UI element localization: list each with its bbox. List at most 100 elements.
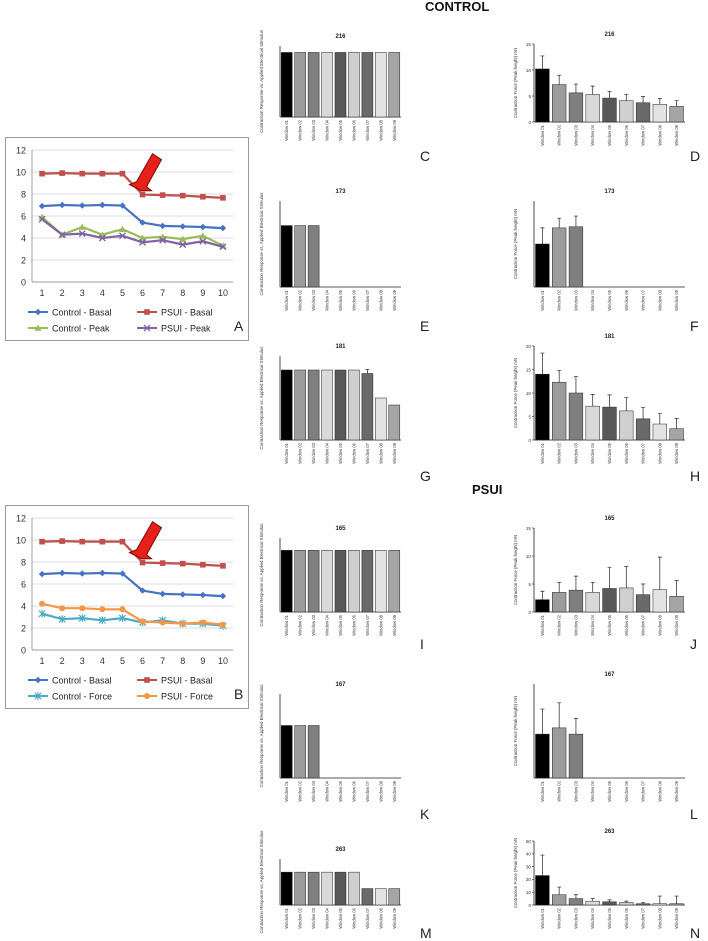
- x-tick-label: Window 02: [557, 780, 562, 801]
- data-point-3-2: [78, 230, 86, 238]
- x-tick-label: Window 06: [624, 442, 629, 463]
- bar-chart-e: 173 Contraction Response vs. Applied Elec…: [259, 189, 401, 311]
- bar-1: [294, 225, 306, 288]
- data-point-1-0: [39, 170, 45, 177]
- bar-2: [568, 226, 584, 288]
- panel-letter-i: I: [420, 636, 424, 652]
- bar-4: [602, 588, 617, 613]
- bar-2: [307, 550, 320, 613]
- bar-8: [669, 903, 684, 906]
- x-tick-label: Window 05: [607, 614, 612, 635]
- x-tick-label: Window 09: [674, 289, 679, 310]
- bar-5: [619, 587, 634, 613]
- data-point-1-2: [79, 170, 86, 177]
- legend-item-0: Control - Basal: [28, 676, 112, 686]
- legend-marker-1: [144, 309, 150, 315]
- legend-item-3: PSUI - Peak: [137, 324, 211, 334]
- x-tick-label: Window 03: [311, 442, 316, 463]
- chart-title: 216: [335, 34, 346, 40]
- bar-4: [602, 97, 617, 123]
- error-bar-8: [674, 418, 679, 429]
- x-tick-label: Window 08: [378, 119, 383, 140]
- x-tick-label: Window 02: [298, 289, 303, 310]
- panel-letter-b: B: [234, 686, 244, 702]
- line-chart-b-frame: [5, 505, 249, 709]
- x-tick-label: Window 06: [351, 442, 356, 463]
- bar-chart-k: 167 Contraction Response vs. Applied Elec…: [259, 682, 401, 802]
- bar-2: [568, 92, 584, 123]
- data-point-3-9: [219, 243, 227, 251]
- x-tick-label: Window 08: [657, 289, 662, 310]
- panel-letter-h: H: [690, 468, 701, 484]
- data-point-3-8: [199, 619, 206, 626]
- error-bar-3: [590, 394, 595, 407]
- error-bar-4: [607, 899, 612, 902]
- y-tick-label: 5: [528, 582, 531, 587]
- x-tick-label: Window 06: [624, 780, 629, 801]
- bar-4: [334, 369, 347, 441]
- panel-letter-l: L: [690, 806, 698, 822]
- y-tick-label: 5: [528, 94, 531, 99]
- error-bar-6: [641, 96, 646, 103]
- x-tick-label: Window 05: [607, 780, 612, 801]
- panel-letter-a: A: [234, 318, 244, 334]
- x-tick-label: Window 01: [540, 907, 545, 928]
- series-line-0: [41, 203, 224, 230]
- bar-0: [535, 243, 550, 288]
- bar-7: [375, 550, 387, 613]
- x-tick-label: Window 01: [284, 289, 289, 310]
- x-tick-label: Window 04: [590, 289, 595, 310]
- bar-2: [307, 52, 320, 118]
- x-tick-label: Window 02: [557, 124, 562, 145]
- bar-6: [635, 102, 651, 123]
- x-tick-label: Window 04: [325, 907, 330, 928]
- x-tick-label: Window 06: [624, 124, 629, 145]
- x-tick-label: Window 03: [573, 124, 578, 145]
- y-tick-label: 30: [526, 864, 532, 869]
- y-tick-label: 15: [526, 367, 532, 372]
- x-tick-label: Window 06: [624, 289, 629, 310]
- series-line-3: [41, 218, 224, 248]
- x-tick-label: Window 01: [540, 780, 545, 801]
- bar-1: [294, 871, 306, 906]
- bar-1: [294, 369, 306, 441]
- x-tick-label: 1: [40, 656, 45, 666]
- x-tick-label: 8: [180, 656, 185, 666]
- legend-marker-3: [143, 324, 151, 332]
- bar-0: [280, 871, 293, 906]
- x-tick-label: Window 08: [657, 124, 662, 145]
- bar-7: [652, 423, 667, 441]
- bar-2: [568, 392, 584, 441]
- x-tick-label: Window 08: [657, 780, 662, 801]
- y-tick-label: 10: [16, 168, 26, 178]
- x-tick-label: Window 05: [607, 907, 612, 928]
- series-line-2: [41, 216, 224, 247]
- legend-label: PSUI - Basal: [161, 676, 213, 686]
- bar-0: [535, 733, 550, 779]
- data-point-2-0: [38, 609, 46, 618]
- data-point-3-2: [79, 605, 86, 612]
- x-tick-label: Window 03: [311, 289, 316, 310]
- chart-title: 173: [335, 189, 346, 195]
- data-point-3-1: [58, 231, 66, 239]
- error-bar-8: [674, 895, 679, 904]
- data-point-1-7: [179, 560, 186, 567]
- x-tick-label: Window 07: [365, 442, 370, 463]
- x-tick-label: Window 04: [325, 442, 330, 463]
- bar-1: [294, 550, 306, 613]
- bar-0: [535, 875, 550, 906]
- x-tick-label: 4: [100, 656, 105, 666]
- x-tick-label: Window 07: [365, 907, 370, 928]
- x-tick-label: Window 09: [674, 124, 679, 145]
- bar-2: [307, 369, 320, 441]
- x-tick-label: 2: [60, 288, 65, 298]
- data-point-1-3: [99, 538, 106, 545]
- x-tick-label: 6: [140, 288, 145, 298]
- x-tick-label: 6: [140, 656, 145, 666]
- x-tick-label: Window 09: [674, 442, 679, 463]
- data-point-1-0: [39, 538, 45, 545]
- bar-chart-m: 263 Contraction Response vs. Applied Elec…: [259, 830, 401, 933]
- y-axis-label: Contraction Force (Peak height) mN: [513, 696, 518, 766]
- bar-6: [635, 594, 651, 613]
- bar-3: [321, 871, 333, 906]
